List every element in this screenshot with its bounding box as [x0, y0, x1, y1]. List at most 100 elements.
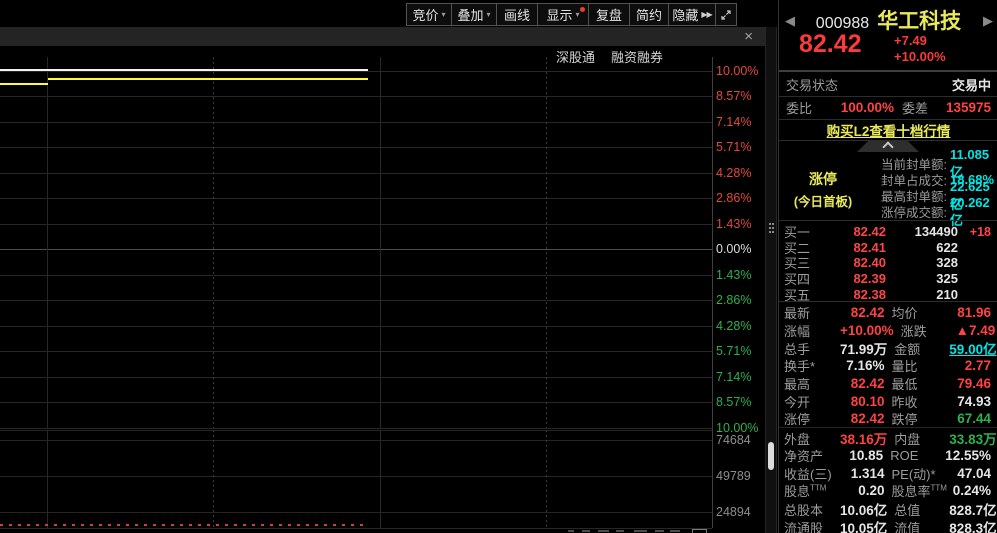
display-button[interactable]: 显示 ▾	[537, 3, 588, 26]
limit-up-title: 涨停 (今日首板)	[779, 169, 867, 210]
bid-price: 82.41	[853, 240, 886, 255]
axis-label: 2.86%	[716, 293, 752, 307]
volume-pane-bottom	[0, 528, 712, 529]
stat-label: 总值	[894, 502, 921, 518]
axis-label: 0.00%	[716, 242, 752, 256]
stat-row: 涨停 82.42 跌停 67.44	[784, 409, 991, 427]
clipped-mark	[582, 530, 590, 532]
clipped-checkbox	[692, 529, 707, 533]
bid-volume: 134490	[914, 224, 958, 239]
stat-row: 流通股 10.05亿 流值 828.3亿	[784, 517, 997, 533]
limit-up-label: 涨停	[809, 171, 837, 187]
buy-l2-link[interactable]: 购买L2查看十档行情	[826, 124, 951, 139]
limit-turnover-row: 涨停成交额: 20.262亿	[865, 195, 996, 228]
seal-amount-row: 当前封单额: 11.085亿	[865, 147, 996, 180]
weicha-value: 135975	[945, 99, 991, 115]
divider	[779, 427, 997, 428]
stat-value: 82.42	[850, 305, 885, 320]
stat-value: 47.04	[957, 466, 991, 481]
fullscreen-icon	[721, 9, 731, 20]
market-tags: 深股通 融资融券	[556, 47, 663, 66]
stat-row: 股息TTM 0.20 股息率TTM 0.24%	[784, 481, 991, 499]
chart-window-titlebar: ×	[0, 27, 765, 46]
close-icon[interactable]: ×	[744, 28, 753, 45]
stat-label: 外盘	[784, 431, 811, 447]
overlay-button[interactable]: 叠加 ▾	[451, 3, 496, 26]
weibi-label: 委比	[786, 100, 813, 116]
axis-label: 8.57%	[716, 395, 752, 409]
gridline	[213, 57, 214, 428]
first-board-label: (今日首板)	[793, 195, 853, 209]
clipped-mark	[616, 530, 624, 532]
gridline	[0, 402, 712, 403]
seal-ratio-label: 封单占成交:	[881, 174, 947, 188]
seal-amount-label: 当前封单额:	[881, 158, 947, 172]
stat-label: 总手	[784, 341, 811, 357]
stat-value: 1.314	[850, 466, 885, 481]
fullscreen-button[interactable]	[715, 3, 737, 26]
stat-value: 0.20	[858, 483, 885, 498]
simple-mode-button[interactable]: 简约	[629, 3, 668, 26]
replay-button[interactable]: 复盘	[588, 3, 629, 26]
stat-value: 828.7亿	[949, 503, 997, 518]
next-stock-arrow-icon[interactable]: ▶	[983, 13, 993, 28]
last-price: 82.42	[799, 30, 862, 58]
toolbar: 竞价 ▾ 叠加 ▾ 画线 显示 ▾ 复盘 简约 隐藏 ▶▶	[406, 3, 737, 26]
axis-label: 4.28%	[716, 166, 752, 180]
bid-label: 买二	[784, 241, 811, 256]
seal-ratio-value: 18.68%	[950, 172, 995, 187]
stat-label: 金额	[894, 341, 921, 357]
gridline	[47, 430, 48, 528]
stat-label: 最高	[784, 377, 811, 392]
hide-button[interactable]: 隐藏 ▶▶	[668, 3, 715, 26]
stat-row: 外盘 38.16万 内盘 33.83万	[784, 428, 997, 448]
double-chevron-icon: ▶▶	[701, 10, 712, 19]
zero-gridline	[0, 249, 712, 250]
max-seal-row: 最高封单额: 22.625亿	[865, 179, 996, 212]
stat-value: 0.24%	[952, 483, 991, 498]
stat-value[interactable]: 59.00亿	[949, 342, 997, 357]
bid-price: 82.42	[853, 224, 886, 239]
gridline	[0, 428, 712, 429]
change-value: +7.49	[894, 33, 927, 48]
drawline-button[interactable]: 画线	[496, 3, 537, 26]
stat-label: 换手*	[784, 359, 816, 374]
average-price-line	[48, 78, 368, 80]
bid-row-4: 买四 82.39 325	[784, 269, 991, 287]
grip-icon[interactable]	[769, 223, 771, 225]
axis-label: 4.28%	[716, 319, 752, 333]
bid-price: 82.38	[853, 287, 886, 302]
stat-label: 总股本	[784, 502, 824, 518]
stat-label: 涨停	[784, 412, 811, 427]
scroll-thumb[interactable]	[768, 442, 774, 470]
trade-status-value: 交易中	[951, 78, 991, 93]
prev-stock-arrow-icon[interactable]: ◀	[785, 13, 795, 28]
weibi-value: 100.00%	[840, 99, 894, 115]
clipped-mark	[670, 530, 680, 532]
l2-link-row: 购买L2查看十档行情	[779, 120, 997, 139]
commission-row: 委比 100.00% 委差 135975	[786, 97, 991, 117]
replay-button-label: 复盘	[595, 8, 622, 23]
volume-axis-label: 24894	[716, 505, 751, 519]
gridline	[0, 512, 712, 513]
gridline	[0, 275, 712, 276]
stat-label: 最新	[784, 306, 811, 321]
stat-value: ▲7.49	[955, 323, 996, 338]
auction-button[interactable]: 竞价 ▾	[406, 3, 451, 26]
bid-label: 买一	[784, 225, 811, 240]
gridline	[0, 173, 712, 174]
caret-down-icon: ▾	[441, 10, 446, 19]
stat-label: 涨幅	[784, 324, 811, 339]
chart-scrollbar[interactable]	[765, 27, 777, 533]
bid-label: 买四	[784, 272, 811, 287]
collapse-tab[interactable]	[857, 141, 919, 152]
bid-price: 82.39	[853, 271, 886, 286]
gridline	[0, 96, 712, 97]
collapse-chevron-icon	[882, 141, 894, 152]
axis-label: 10.00%	[716, 421, 759, 435]
overlay-button-label: 叠加	[457, 8, 484, 23]
seal-ratio-row: 封单占成交: 18.68%	[865, 172, 996, 188]
clipped-mark	[598, 530, 609, 532]
weicha-label: 委差	[902, 100, 929, 116]
price-change: +7.49 +10.00%	[894, 33, 946, 65]
